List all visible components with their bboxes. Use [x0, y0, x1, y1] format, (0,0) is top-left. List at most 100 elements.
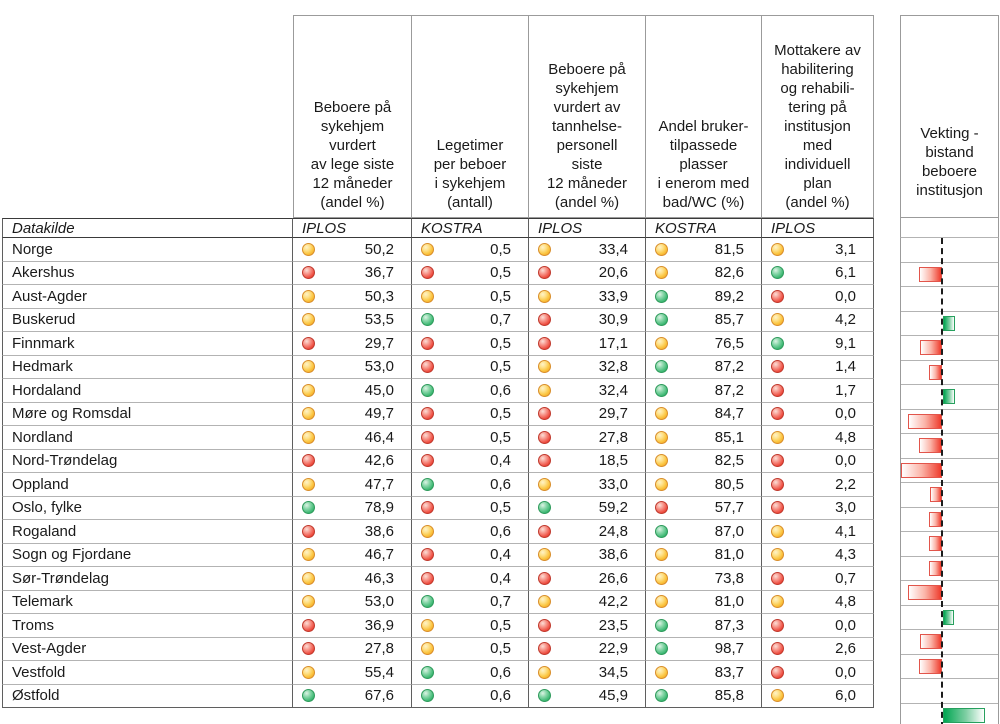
indicator-cell: 0,5	[412, 285, 529, 309]
indicator-cell: 87,2	[646, 379, 762, 403]
status-dot-red	[771, 383, 784, 397]
indicator-cell: 73,8	[646, 567, 762, 591]
indicator-value: 0,4	[490, 452, 511, 470]
column-source: IPLOS	[762, 218, 874, 238]
column-headers: Beboere på sykehjem vurdert av lege sist…	[2, 15, 874, 218]
indicator-cell: 50,2	[293, 238, 412, 262]
indicator-cell: 85,7	[646, 308, 762, 332]
indicator-cell: 0,7	[412, 590, 529, 614]
indicator-value: 9,1	[835, 334, 856, 352]
indicator-cell: 59,2	[529, 496, 646, 520]
weighting-row	[901, 679, 998, 704]
status-dot-red	[538, 407, 551, 421]
indicator-value: 53,0	[364, 358, 394, 376]
indicator-cell: 55,4	[293, 661, 412, 685]
indicator-cell: 18,5	[529, 449, 646, 473]
indicator-cell: 0,4	[412, 543, 529, 567]
indicator-value: 53,0	[364, 593, 394, 611]
indicator-value: 0,6	[490, 381, 511, 399]
status-dot-yellow	[302, 571, 315, 585]
data-source-row: Datakilde IPLOS KOSTRA IPLOS KOSTRA IPLOS	[2, 218, 874, 238]
indicator-value: 0,6	[490, 522, 511, 540]
deviation-bar	[943, 609, 954, 625]
deviation-bar	[943, 389, 955, 404]
status-dot-red	[421, 430, 434, 444]
indicator-cell: 0,4	[412, 449, 529, 473]
weighting-row	[901, 361, 998, 385]
indicator-cell: 0,5	[412, 426, 529, 450]
indicator-value: 3,1	[835, 240, 856, 258]
table-row: Norge 50,2 0,5 33,4 81,5 3,1	[2, 238, 874, 262]
status-dot-yellow	[421, 524, 434, 538]
indicator-value: 78,9	[364, 499, 394, 517]
status-dot-yellow	[655, 477, 668, 491]
indicator-value: 1,7	[835, 381, 856, 399]
indicator-cell: 42,6	[293, 449, 412, 473]
indicator-value: 4,2	[835, 311, 856, 329]
weighting-row	[901, 459, 998, 483]
indicator-cell: 53,0	[293, 590, 412, 614]
weighting-chart-column: Vekting - bistand beboere institusjon	[900, 15, 999, 724]
indicator-cell: 0,0	[762, 449, 874, 473]
indicator-value: 0,5	[490, 499, 511, 517]
indicator-cell: 38,6	[293, 520, 412, 544]
indicator-value: 0,7	[490, 311, 511, 329]
indicator-value: 0,5	[490, 334, 511, 352]
weighting-row	[901, 655, 998, 679]
weighting-row	[901, 630, 998, 655]
table-row: Nord-Trøndelag 42,6 0,4 18,5 82,5 0,0	[2, 449, 874, 473]
indicator-cell: 30,9	[529, 308, 646, 332]
deviation-bar	[908, 413, 942, 429]
indicator-value: 0,5	[490, 264, 511, 282]
region-name-cell: Oppland	[2, 473, 293, 497]
table-row: Aust-Agder 50,3 0,5 33,9 89,2 0,0	[2, 285, 874, 309]
region-name-cell: Finnmark	[2, 332, 293, 356]
indicator-value: 45,9	[598, 687, 628, 705]
indicator-value: 0,5	[490, 616, 511, 634]
status-dot-yellow	[302, 360, 315, 374]
deviation-bar	[908, 585, 942, 600]
indicator-value: 33,9	[598, 287, 628, 305]
region-name-cell: Hedmark	[2, 355, 293, 379]
indicator-cell: 0,6	[412, 661, 529, 685]
column-header: Beboere på sykehjem vurdert av tannhelse…	[529, 15, 646, 218]
region-name-cell: Østfold	[2, 684, 293, 708]
status-dot-red	[302, 524, 315, 538]
region-name-cell: Sør-Trøndelag	[2, 567, 293, 591]
indicator-value: 0,0	[835, 663, 856, 681]
indicator-value: 0,0	[835, 616, 856, 634]
weighting-row	[901, 483, 998, 508]
status-dot-yellow	[302, 595, 315, 609]
indicator-value: 59,2	[598, 499, 628, 517]
indicator-value: 2,2	[835, 475, 856, 493]
status-dot-red	[771, 571, 784, 585]
indicator-value: 24,8	[598, 522, 628, 540]
status-dot-yellow	[302, 289, 315, 303]
indicator-value: 85,1	[714, 428, 744, 446]
status-dot-red	[302, 454, 315, 468]
status-dot-red	[655, 501, 668, 515]
status-dot-red	[771, 454, 784, 468]
status-dot-red	[771, 477, 784, 491]
indicator-value: 4,1	[835, 522, 856, 540]
weighting-chart-body	[900, 238, 999, 724]
status-dot-yellow	[302, 383, 315, 397]
deviation-bar	[901, 462, 942, 478]
indicator-cell: 89,2	[646, 285, 762, 309]
deviation-bar	[920, 340, 942, 355]
status-dot-yellow	[302, 430, 315, 444]
status-dot-red	[538, 618, 551, 632]
table-row: Østfold 67,6 0,6 45,9 85,8 6,0	[2, 684, 874, 708]
indicator-value: 73,8	[714, 569, 744, 587]
region-name-cell: Aust-Agder	[2, 285, 293, 309]
indicator-value: 4,8	[835, 428, 856, 446]
status-dot-yellow	[655, 454, 668, 468]
status-dot-yellow	[302, 665, 315, 679]
status-dot-red	[538, 642, 551, 656]
weighting-chart-header: Vekting - bistand beboere institusjon	[900, 15, 999, 218]
indicator-cell: 0,5	[412, 332, 529, 356]
indicator-value: 46,3	[364, 569, 394, 587]
deviation-bar	[943, 707, 985, 723]
status-dot-red	[421, 571, 434, 585]
indicator-cell: 42,2	[529, 590, 646, 614]
